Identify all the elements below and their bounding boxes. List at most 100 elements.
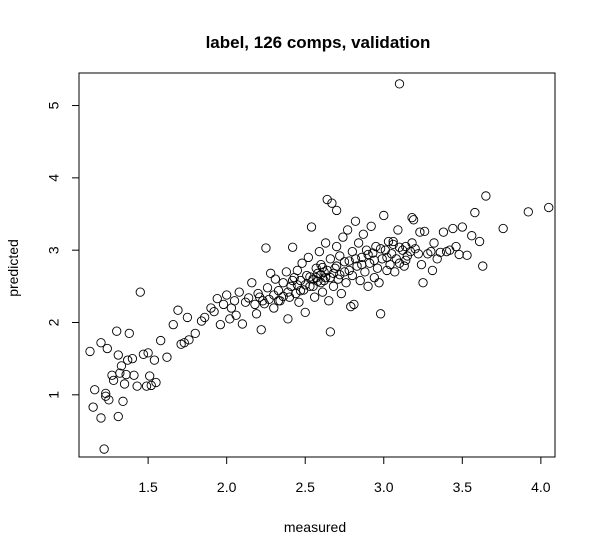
data-point [266,268,276,278]
data-point [123,355,133,365]
data-point [438,227,449,237]
data-point [200,312,210,323]
data-point [388,236,398,247]
data-point [390,267,400,277]
data-point [88,402,98,412]
data-point [300,280,310,290]
data-point [196,316,207,326]
data-point [247,278,257,288]
x-tick-label: 3.5 [453,479,473,495]
data-point [116,361,127,371]
data-point [346,301,356,312]
data-point [435,247,445,257]
data-point [342,225,353,235]
x-tick-label: 4.0 [531,479,551,495]
data-point [261,243,271,253]
data-point [149,355,160,365]
data-point [138,349,149,359]
data-point [156,335,166,346]
data-point [119,379,130,389]
data-point [336,288,346,299]
data-point [256,325,266,335]
data-point [448,223,458,234]
data-point [295,286,306,296]
data-point [96,413,106,423]
data-point [375,244,386,254]
chart-title: label, 126 comps, validation [206,33,431,52]
data-point [317,262,328,273]
data-point [394,242,405,252]
data-point [350,216,361,226]
data-point [427,265,438,276]
data-point [96,338,106,348]
data-point [273,296,284,306]
y-axis-label: predicted [5,239,21,297]
data-point [393,225,403,235]
data-point [179,338,189,348]
data-point [173,305,183,315]
data-point [212,293,222,304]
data-point [419,226,430,237]
data-point [371,241,381,252]
data-point [413,249,423,259]
data-point [297,258,307,268]
data-point [135,287,145,297]
data-point [383,236,394,247]
y-tick-label: 2 [46,318,62,326]
data-point [368,248,378,258]
data-point [410,244,420,254]
data-point [311,263,321,273]
data-point [108,375,119,385]
x-axis-label: measured [284,519,346,535]
data-point [320,273,331,283]
data-point [369,273,379,283]
data-point [113,411,123,422]
data-point [145,371,155,381]
data-point [339,257,350,267]
data-point [319,275,329,286]
data-point [151,377,161,388]
data-point [287,242,298,252]
data-point [215,320,226,330]
data-point [388,239,398,250]
data-point [168,320,178,330]
data-point [231,310,241,320]
data-point [432,254,442,264]
data-point [287,275,298,286]
data-point [259,299,270,309]
data-point [366,221,376,231]
x-tick-label: 1.5 [138,479,158,495]
y-tick-label: 1 [46,391,62,399]
data-point [182,312,193,323]
x-tick-label: 3.0 [374,479,394,495]
y-tick-label: 3 [46,246,62,254]
data-point [85,346,95,357]
data-point [401,255,411,265]
data-point [101,391,111,401]
data-point [357,259,367,270]
data-point [251,309,262,319]
data-point [352,261,362,271]
data-point [415,227,425,237]
data-point [335,251,345,261]
data-point [470,207,480,218]
data-point [416,259,427,270]
data-point [206,303,216,313]
data-point [222,290,232,300]
data-point [408,215,419,225]
data-point [190,328,200,338]
data-point [229,296,240,306]
data-point [324,296,334,306]
data-point [325,327,335,337]
data-point [141,381,152,391]
data-point [300,307,310,318]
data-point [278,278,288,288]
data-point [407,238,417,248]
data-point [363,281,373,291]
data-point [474,236,485,247]
data-point [218,299,229,310]
y-tick-label: 5 [46,101,62,109]
data-point [121,369,131,380]
data-point [353,238,364,248]
